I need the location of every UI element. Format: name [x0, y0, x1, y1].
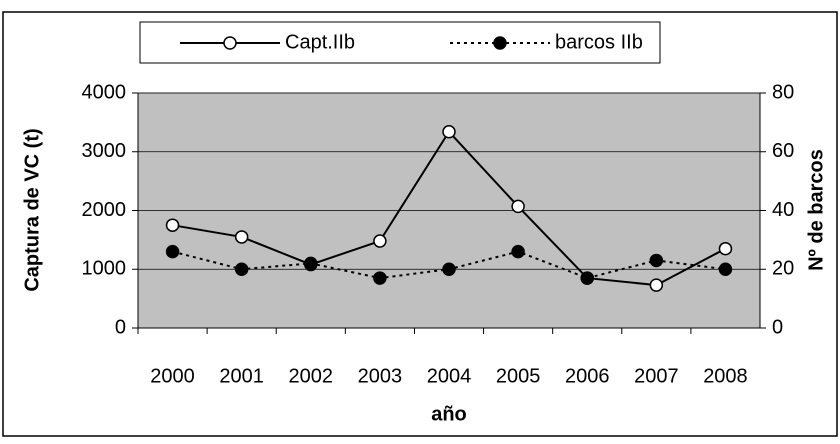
x-axis-title: año: [431, 403, 467, 425]
y2-tick-label: 0: [772, 316, 783, 338]
legend-marker: [493, 36, 507, 50]
y2-tick-label: 40: [772, 199, 794, 221]
x-tick-label: 2006: [565, 365, 610, 387]
data-point: [442, 262, 456, 276]
y-tick-label: 1000: [82, 258, 127, 280]
data-point: [511, 199, 525, 214]
data-point: [442, 125, 456, 139]
data-point: [373, 234, 387, 248]
y-tick-label: 2000: [82, 199, 127, 221]
legend-label: Capt.IIb: [285, 31, 355, 53]
data-point: [165, 244, 180, 259]
data-point: [580, 271, 594, 285]
x-tick-label: 2007: [634, 365, 679, 387]
data-point: [718, 241, 733, 256]
y2-tick-label: 20: [772, 258, 794, 280]
x-tick-label: 2000: [150, 365, 195, 387]
y-axis-title: Captura de VC (t): [21, 128, 43, 291]
legend-marker: [223, 36, 237, 50]
data-point: [234, 262, 249, 276]
x-tick-label: 2002: [289, 365, 334, 387]
data-point: [649, 253, 664, 268]
x-tick-label: 2008: [703, 365, 748, 387]
y2-tick-label: 80: [772, 81, 794, 103]
y2-axis-title: Nº de barcos: [805, 149, 827, 271]
x-tick-label: 2003: [358, 365, 403, 387]
y2-tick-label: 60: [772, 140, 794, 162]
data-point: [511, 244, 525, 259]
data-point: [649, 278, 664, 292]
y-tick-label: 0: [115, 316, 126, 338]
x-tick-label: 2005: [496, 365, 541, 387]
x-tick-label: 2004: [427, 365, 472, 387]
y-tick-label: 3000: [82, 140, 127, 162]
data-point: [165, 218, 180, 232]
data-point: [304, 256, 318, 271]
data-point: [373, 271, 387, 285]
data-point: [234, 230, 249, 244]
data-point: [718, 262, 733, 276]
x-tick-label: 2001: [219, 365, 264, 387]
legend-label: barcos IIb: [555, 31, 643, 53]
y-tick-label: 4000: [82, 81, 127, 103]
